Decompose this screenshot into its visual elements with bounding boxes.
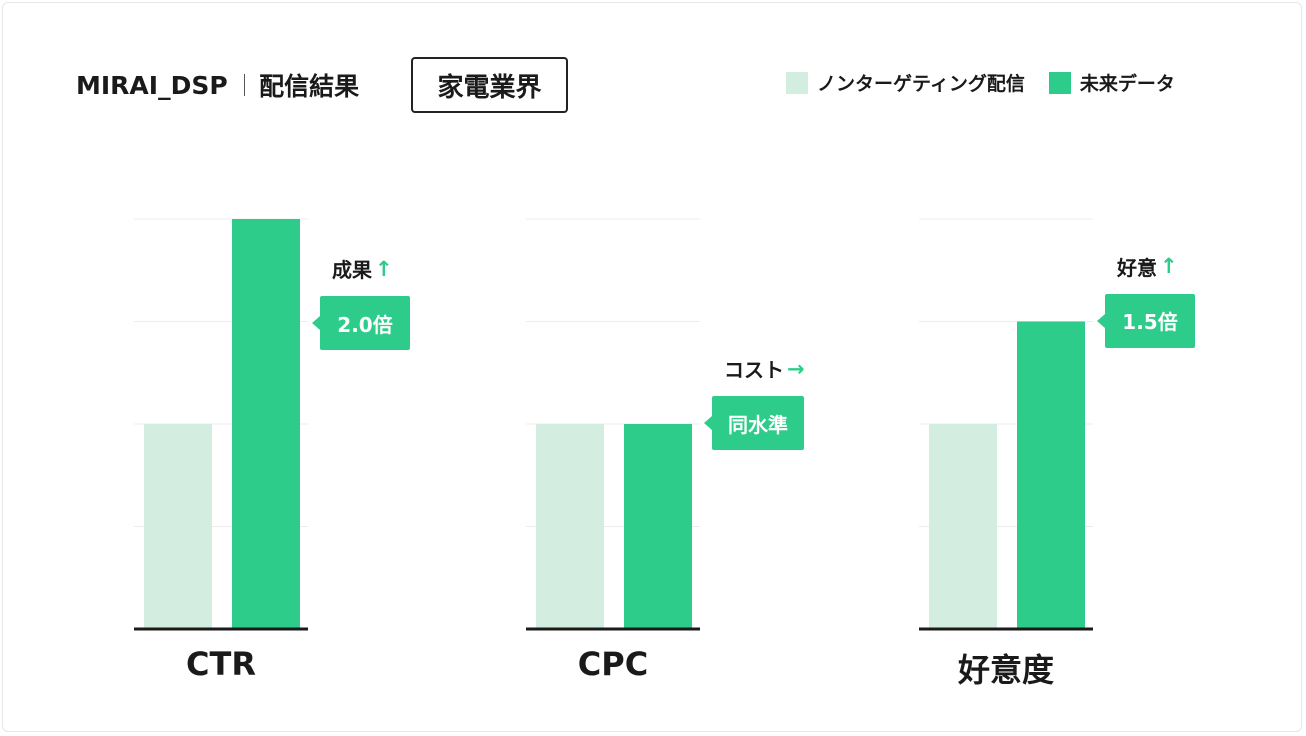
arrow-up-icon: ↑ bbox=[1160, 254, 1178, 278]
legend-label-baseline: ノンターゲティング配信 bbox=[817, 73, 1025, 95]
bar-baseline bbox=[144, 424, 212, 629]
callout-label: 好意 ↑ bbox=[1117, 252, 1178, 281]
callout-label-text: 好意 bbox=[1117, 255, 1157, 280]
category-label: 好意度 bbox=[957, 651, 1054, 689]
bar-mirai bbox=[1017, 321, 1085, 629]
bar-baseline bbox=[536, 424, 604, 629]
brand-name: MIRAI_DSP bbox=[76, 70, 228, 100]
chart-legend: ノンターゲティング配信 未来データ bbox=[786, 69, 1175, 96]
callout-value-badge: 2.0倍 bbox=[312, 296, 410, 350]
legend-item-mirai: 未来データ bbox=[1048, 69, 1175, 96]
bar-mirai bbox=[232, 219, 300, 629]
category-label: CPC bbox=[577, 645, 649, 683]
title-divider bbox=[243, 74, 246, 96]
page-title: MIRAI_DSP 配信結果 bbox=[76, 67, 359, 103]
category-label: CTR bbox=[186, 645, 256, 683]
callout-label: コスト → bbox=[724, 354, 805, 383]
bar-chart bbox=[134, 218, 1093, 631]
industry-badge: 家電業界 bbox=[411, 57, 568, 113]
bar-baseline bbox=[929, 424, 997, 629]
callout-label-text: コスト bbox=[724, 358, 784, 382]
legend-swatch-mirai bbox=[1048, 71, 1071, 94]
callout-label-text: 成果 bbox=[332, 258, 372, 282]
arrow-up-icon: ↑ bbox=[375, 256, 393, 281]
callout-value-badge: 同水準 bbox=[704, 396, 804, 450]
page-subtitle: 配信結果 bbox=[259, 72, 360, 101]
arrow-right-icon: → bbox=[787, 356, 805, 381]
callout-label: 成果 ↑ bbox=[332, 254, 393, 283]
legend-item-baseline: ノンターゲティング配信 bbox=[786, 69, 1025, 96]
bar-mirai bbox=[624, 424, 692, 629]
callout-value-badge: 1.5倍 bbox=[1097, 293, 1195, 348]
legend-swatch-baseline bbox=[786, 71, 808, 94]
legend-label-mirai: 未来データ bbox=[1079, 73, 1175, 95]
